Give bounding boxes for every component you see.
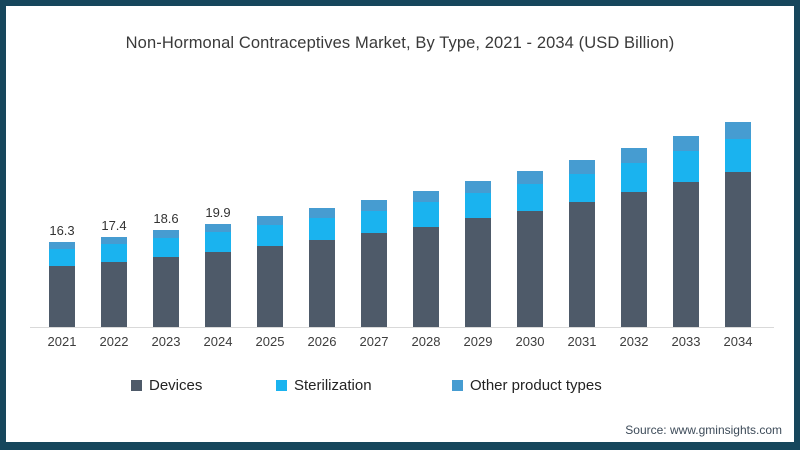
- legend-item-other-product-types: Other product types: [452, 377, 602, 394]
- bar-segment-sterilization-2032: [621, 162, 647, 193]
- bar-segment-devices-2031: [569, 201, 595, 327]
- bar-segment-sterilization-2026: [309, 217, 335, 240]
- bars-container: 16.3 17.4 18.6 19.9: [36, 6, 764, 327]
- bar-2027: [348, 6, 400, 327]
- bar-segment-other-product-types-2032: [621, 148, 647, 163]
- x-axis-label-2023: 2023: [151, 334, 181, 349]
- bar-segment-devices-2028: [413, 226, 439, 327]
- bar-segment-other-product-types-2031: [569, 160, 595, 174]
- bar-segment-other-product-types-2021: [49, 242, 75, 250]
- bar-segment-sterilization-2027: [361, 210, 387, 234]
- bar-segment-devices-2029: [465, 218, 491, 327]
- bar-2023: 18.6: [140, 6, 192, 327]
- x-axis-label-2034: 2034: [723, 334, 753, 349]
- x-axis-label-2024: 2024: [203, 334, 233, 349]
- legend-item-sterilization: Sterilization: [276, 377, 372, 394]
- bar-segment-other-product-types-2033: [673, 135, 699, 151]
- legend-swatch-sterilization: [276, 380, 287, 391]
- bar-value-label-2024: 19.9: [205, 204, 231, 220]
- bar-segment-other-product-types-2030: [517, 171, 543, 184]
- bar-segment-other-product-types-2034: [725, 122, 751, 139]
- bar-segment-devices-2024: [205, 251, 231, 327]
- bar-2022: 17.4: [88, 6, 140, 327]
- bar-segment-other-product-types-2028: [413, 191, 439, 203]
- plot-area: 16.3 17.4 18.6 19.9: [36, 6, 764, 327]
- x-axis-label-2025: 2025: [255, 334, 285, 349]
- bar-2032: [608, 6, 660, 327]
- bar-segment-devices-2030: [517, 210, 543, 327]
- bar-segment-sterilization-2021: [49, 249, 75, 267]
- bar-segment-devices-2033: [673, 182, 699, 327]
- bar-segment-other-product-types-2027: [361, 200, 387, 211]
- bar-2024: 19.9: [192, 6, 244, 327]
- bar-segment-devices-2022: [101, 261, 127, 327]
- bar-segment-other-product-types-2029: [465, 181, 491, 193]
- x-axis-label-2026: 2026: [307, 334, 337, 349]
- x-axis-label-2033: 2033: [671, 334, 701, 349]
- bar-2026: [296, 6, 348, 327]
- x-axis-labels: 2021 2022 2023 2024 2025 2026 2027 2028 2029 2030…: [36, 334, 764, 349]
- x-axis-label-2029: 2029: [463, 334, 493, 349]
- bar-2029: [452, 6, 504, 327]
- bar-segment-devices-2021: [49, 266, 75, 327]
- bar-segment-sterilization-2022: [101, 243, 127, 262]
- x-axis-label-2031: 2031: [567, 334, 597, 349]
- bar-segment-devices-2027: [361, 233, 387, 327]
- legend-swatch-devices: [131, 380, 142, 391]
- bar-segment-devices-2023: [153, 256, 179, 327]
- x-axis-label-2032: 2032: [619, 334, 649, 349]
- x-axis-label-2027: 2027: [359, 334, 389, 349]
- bar-segment-sterilization-2024: [205, 231, 231, 252]
- bar-2031: [556, 6, 608, 327]
- bar-value-label-2022: 17.4: [101, 217, 127, 233]
- source-attribution: Source: www.gminsights.com: [625, 423, 782, 437]
- bar-segment-sterilization-2033: [673, 150, 699, 183]
- bar-2028: [400, 6, 452, 327]
- bar-segment-sterilization-2034: [725, 138, 751, 172]
- legend-label-other-product-types: Other product types: [470, 377, 602, 394]
- x-axis-label-2028: 2028: [411, 334, 441, 349]
- x-axis-label-2021: 2021: [47, 334, 77, 349]
- legend: Devices Sterilization Other product type…: [6, 377, 794, 397]
- bar-segment-other-product-types-2025: [257, 216, 283, 226]
- x-axis-label-2030: 2030: [515, 334, 545, 349]
- bar-segment-sterilization-2031: [569, 173, 595, 202]
- bar-2025: [244, 6, 296, 327]
- bar-value-label-2021: 16.3: [49, 223, 75, 239]
- bar-2021: 16.3: [36, 6, 88, 327]
- legend-label-sterilization: Sterilization: [294, 377, 372, 394]
- bar-2030: [504, 6, 556, 327]
- bar-2033: [660, 6, 712, 327]
- bar-segment-sterilization-2029: [465, 192, 491, 219]
- x-axis-line: [30, 327, 774, 328]
- bar-segment-other-product-types-2026: [309, 208, 335, 218]
- bar-value-label-2023: 18.6: [153, 211, 179, 227]
- bar-segment-sterilization-2028: [413, 202, 439, 227]
- legend-label-devices: Devices: [149, 377, 203, 394]
- legend-item-devices: Devices: [131, 377, 202, 394]
- bar-segment-other-product-types-2022: [101, 236, 127, 244]
- bar-segment-sterilization-2023: [153, 238, 179, 257]
- bar-segment-devices-2026: [309, 239, 335, 327]
- bar-segment-other-product-types-2023: [153, 230, 179, 239]
- bar-2034: [712, 6, 764, 327]
- chart-title: Non-Hormonal Contraceptives Market, By T…: [125, 34, 675, 52]
- x-axis-label-2022: 2022: [99, 334, 129, 349]
- bar-segment-devices-2025: [257, 245, 283, 327]
- legend-swatch-other-product-types: [452, 380, 463, 391]
- bar-segment-devices-2034: [725, 171, 751, 327]
- bar-segment-sterilization-2025: [257, 225, 283, 246]
- bar-segment-devices-2032: [621, 192, 647, 327]
- bar-segment-other-product-types-2024: [205, 223, 231, 232]
- bar-segment-sterilization-2030: [517, 183, 543, 211]
